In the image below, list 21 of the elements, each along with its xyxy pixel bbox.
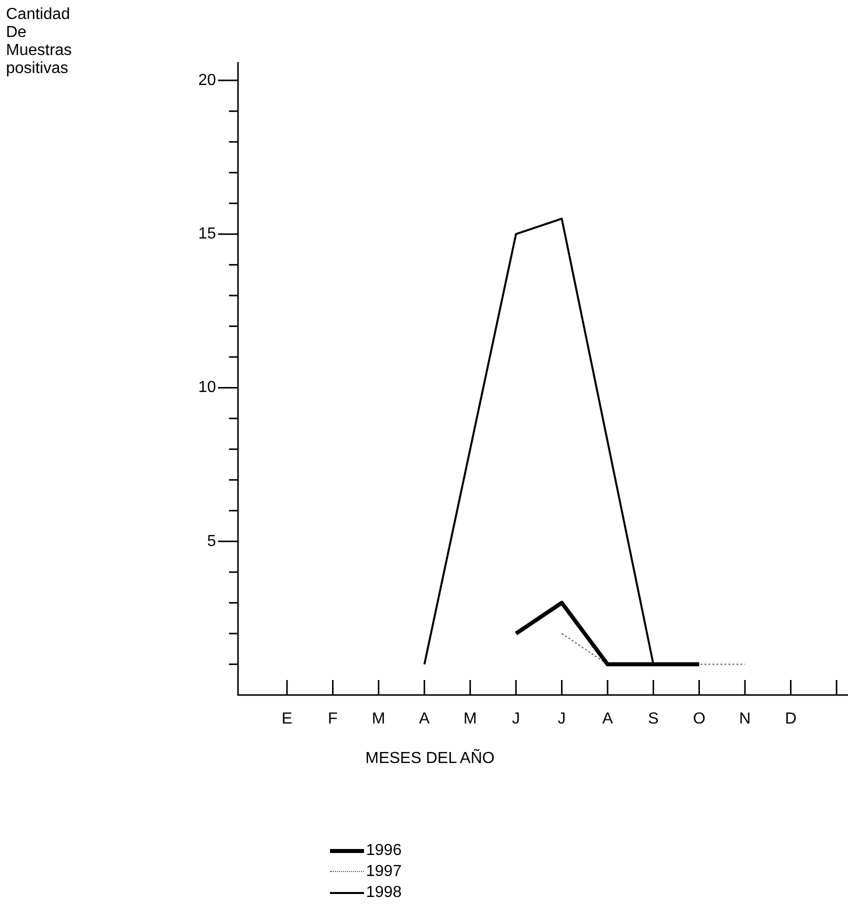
x-tick-label: S [648,710,659,728]
legend-label: 1997 [366,862,402,880]
y-tick-label: 10 [198,379,216,396]
x-tick-label: J [558,710,566,728]
x-tick-label: M [464,710,477,728]
x-tick-label: E [282,710,292,728]
x-tick-label: F [328,710,338,728]
x-tick-label: D [784,710,797,728]
x-tick-label: O [692,710,706,728]
y-tick-label: 5 [207,532,216,550]
legend-label: 1998 [366,884,402,902]
legend-label: 1996 [366,842,402,860]
x-axis-title: MESES DEL AÑO [364,750,496,768]
x-tick-label: A [419,710,430,728]
x-tick-label: N [739,710,751,728]
x-tick-label: A [602,710,614,728]
x-tick-label: M [372,710,386,728]
text: Cantidad De Muestras positivas [6,6,73,78]
x-tick-label: J [512,710,520,728]
y-tick-label: 20 [198,72,216,89]
y-tick-label: 15 [198,225,216,242]
